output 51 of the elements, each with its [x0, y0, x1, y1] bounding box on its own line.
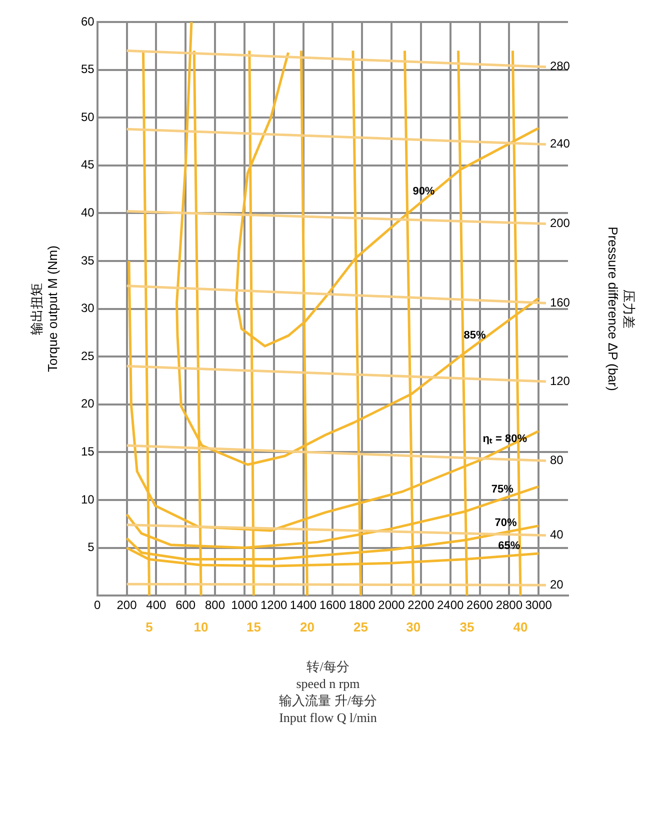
- y-tick-label: 45: [80, 158, 95, 172]
- series-label: 30: [406, 620, 421, 635]
- x-tick-label: 2400: [436, 598, 464, 612]
- x-tick-label: 1000: [231, 598, 258, 612]
- series-label: 240: [550, 136, 570, 151]
- series-label: 35: [460, 620, 474, 635]
- y2-axis-title: 压力差 Pressure difference ΔP (bar): [605, 226, 636, 391]
- x-tick-label: 0: [94, 598, 102, 612]
- y-tick-label: 55: [80, 62, 95, 76]
- y-tick-label: 10: [80, 492, 95, 506]
- y-tick-label: 15: [80, 444, 95, 459]
- annotation: 90%: [412, 185, 435, 198]
- series-label: 20: [300, 620, 314, 635]
- x-tick-label: 2000: [378, 598, 406, 612]
- annotation: 85%: [464, 330, 486, 342]
- y-tick-label: 5: [88, 540, 95, 554]
- series-label: 25: [354, 620, 368, 635]
- x-tick-label: 3000: [525, 598, 552, 612]
- x-tick-label: 2200: [408, 598, 435, 612]
- series-label: 40: [513, 620, 528, 635]
- x-tick-label: 400: [146, 598, 167, 612]
- x-tick-label: 1800: [348, 598, 376, 612]
- series-label: 20: [550, 577, 564, 592]
- y-tick-label: 30: [80, 301, 95, 316]
- x-tick-label: 2800: [496, 598, 523, 612]
- x-tick-label: 600: [176, 598, 196, 612]
- x-tick-label: 1600: [319, 598, 346, 612]
- series-label: 120: [550, 374, 570, 388]
- series-label: 40: [550, 528, 564, 542]
- series-label: 80: [550, 453, 564, 468]
- annotation: 70%: [494, 517, 518, 530]
- y-tick-label: 60: [80, 14, 95, 28]
- y-tick-label: 35: [80, 253, 95, 268]
- x-tick-label: 2600: [466, 598, 494, 612]
- y-tick-label: 40: [80, 206, 95, 220]
- series-label: 5: [146, 620, 153, 635]
- y-axis-title: 输出扭矩 Torque output M (Nm): [28, 246, 60, 372]
- annotation: 75%: [491, 484, 514, 496]
- y-tick-label: 25: [80, 348, 95, 363]
- series-label: 10: [194, 620, 208, 635]
- x-axis-title: 转/每分 speed n rpm 输入流量 升/每分 Input flow Q l/min: [278, 658, 378, 726]
- series-label: 15: [246, 620, 261, 635]
- x-tick-label: 200: [116, 598, 138, 612]
- y-tick-label: 50: [80, 110, 95, 124]
- x-tick-label: 800: [204, 598, 226, 612]
- series-label: 200: [550, 216, 570, 230]
- x-tick-label: 1400: [290, 598, 317, 612]
- series-label: 280: [550, 59, 570, 74]
- x-tick-label: 1200: [260, 598, 288, 612]
- y-tick-label: 20: [80, 396, 95, 411]
- series-label: 160: [550, 295, 570, 310]
